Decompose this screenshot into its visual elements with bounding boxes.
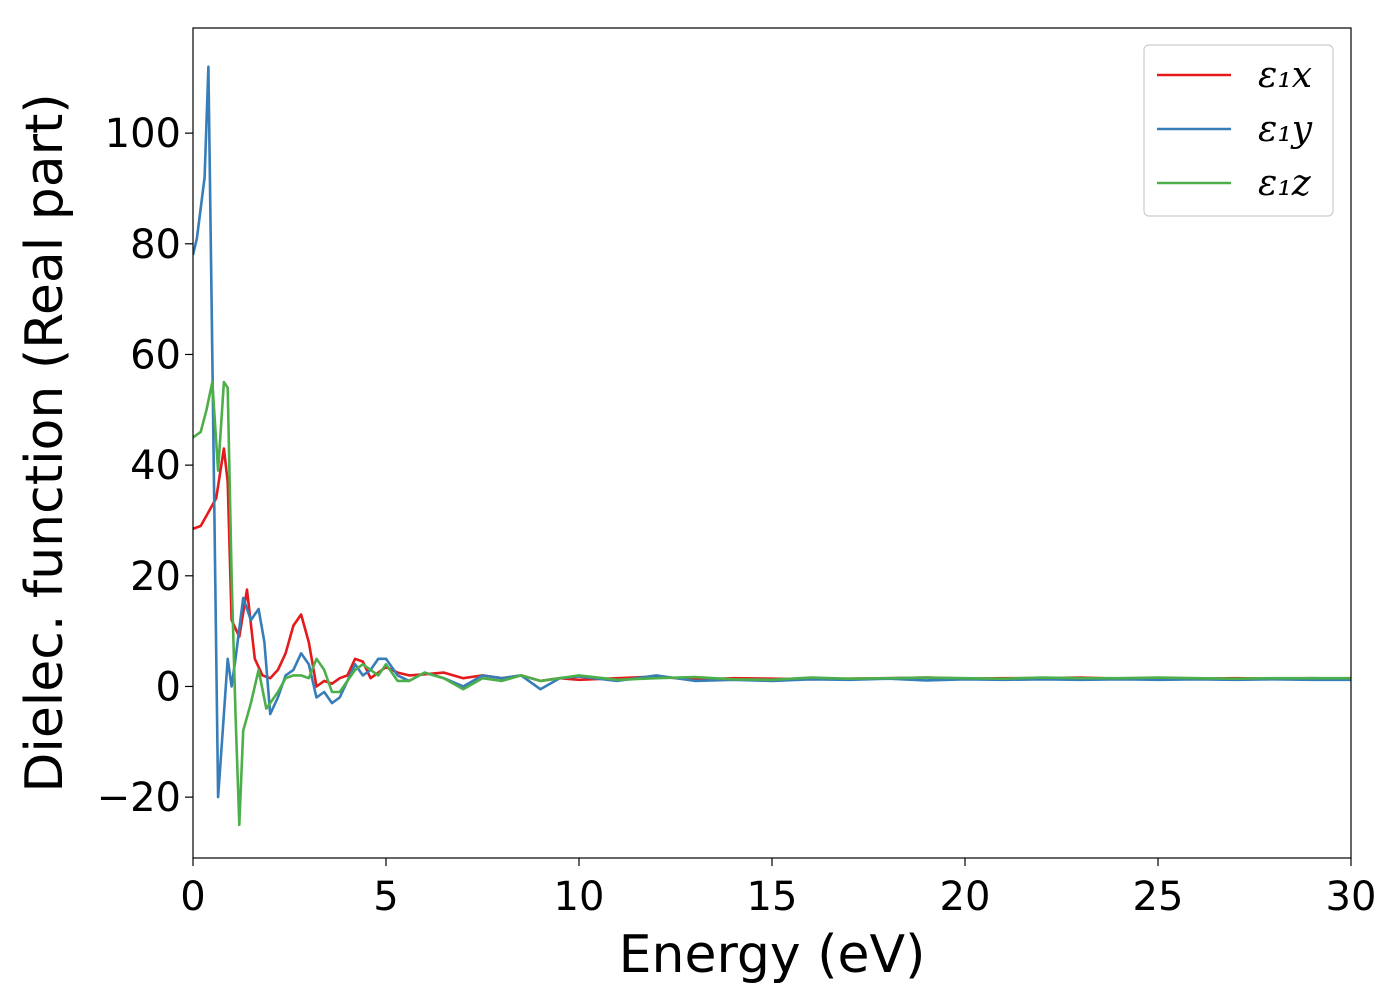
x-axis-title: Energy (eV) (619, 925, 926, 985)
legend-label-2: ε₁y (1258, 109, 1313, 150)
x-axis: 0 5 10 15 20 25 30 (180, 858, 1376, 920)
x-tick-label: 15 (747, 874, 798, 920)
y-tick-label: 40 (130, 443, 181, 489)
x-tick-label: 30 (1326, 874, 1377, 920)
y-tick-label: 80 (130, 222, 181, 268)
series-line-3 (193, 380, 1351, 827)
legend-frame (1143, 44, 1334, 217)
y-axis: −20 0 20 40 60 80 100 (97, 111, 193, 821)
y-tick-label: 20 (130, 554, 181, 600)
y-axis-title: Dielec. function (Real part) (15, 93, 75, 792)
legend-label-3: ε₁z (1258, 163, 1312, 204)
y-tick-label: 100 (105, 111, 181, 157)
y-tick-label: −20 (97, 775, 181, 821)
y-tick-label: 60 (130, 332, 181, 378)
x-tick-label: 0 (180, 874, 205, 920)
legend: ε₁x ε₁y ε₁z (1143, 44, 1334, 217)
x-tick-label: 10 (554, 874, 605, 920)
y-tick-label: 0 (156, 664, 181, 710)
x-tick-label: 5 (373, 874, 398, 920)
legend-label-1: ε₁x (1258, 55, 1312, 96)
series-layer (193, 65, 1351, 827)
x-tick-label: 25 (1133, 874, 1184, 920)
x-tick-label: 20 (940, 874, 991, 920)
